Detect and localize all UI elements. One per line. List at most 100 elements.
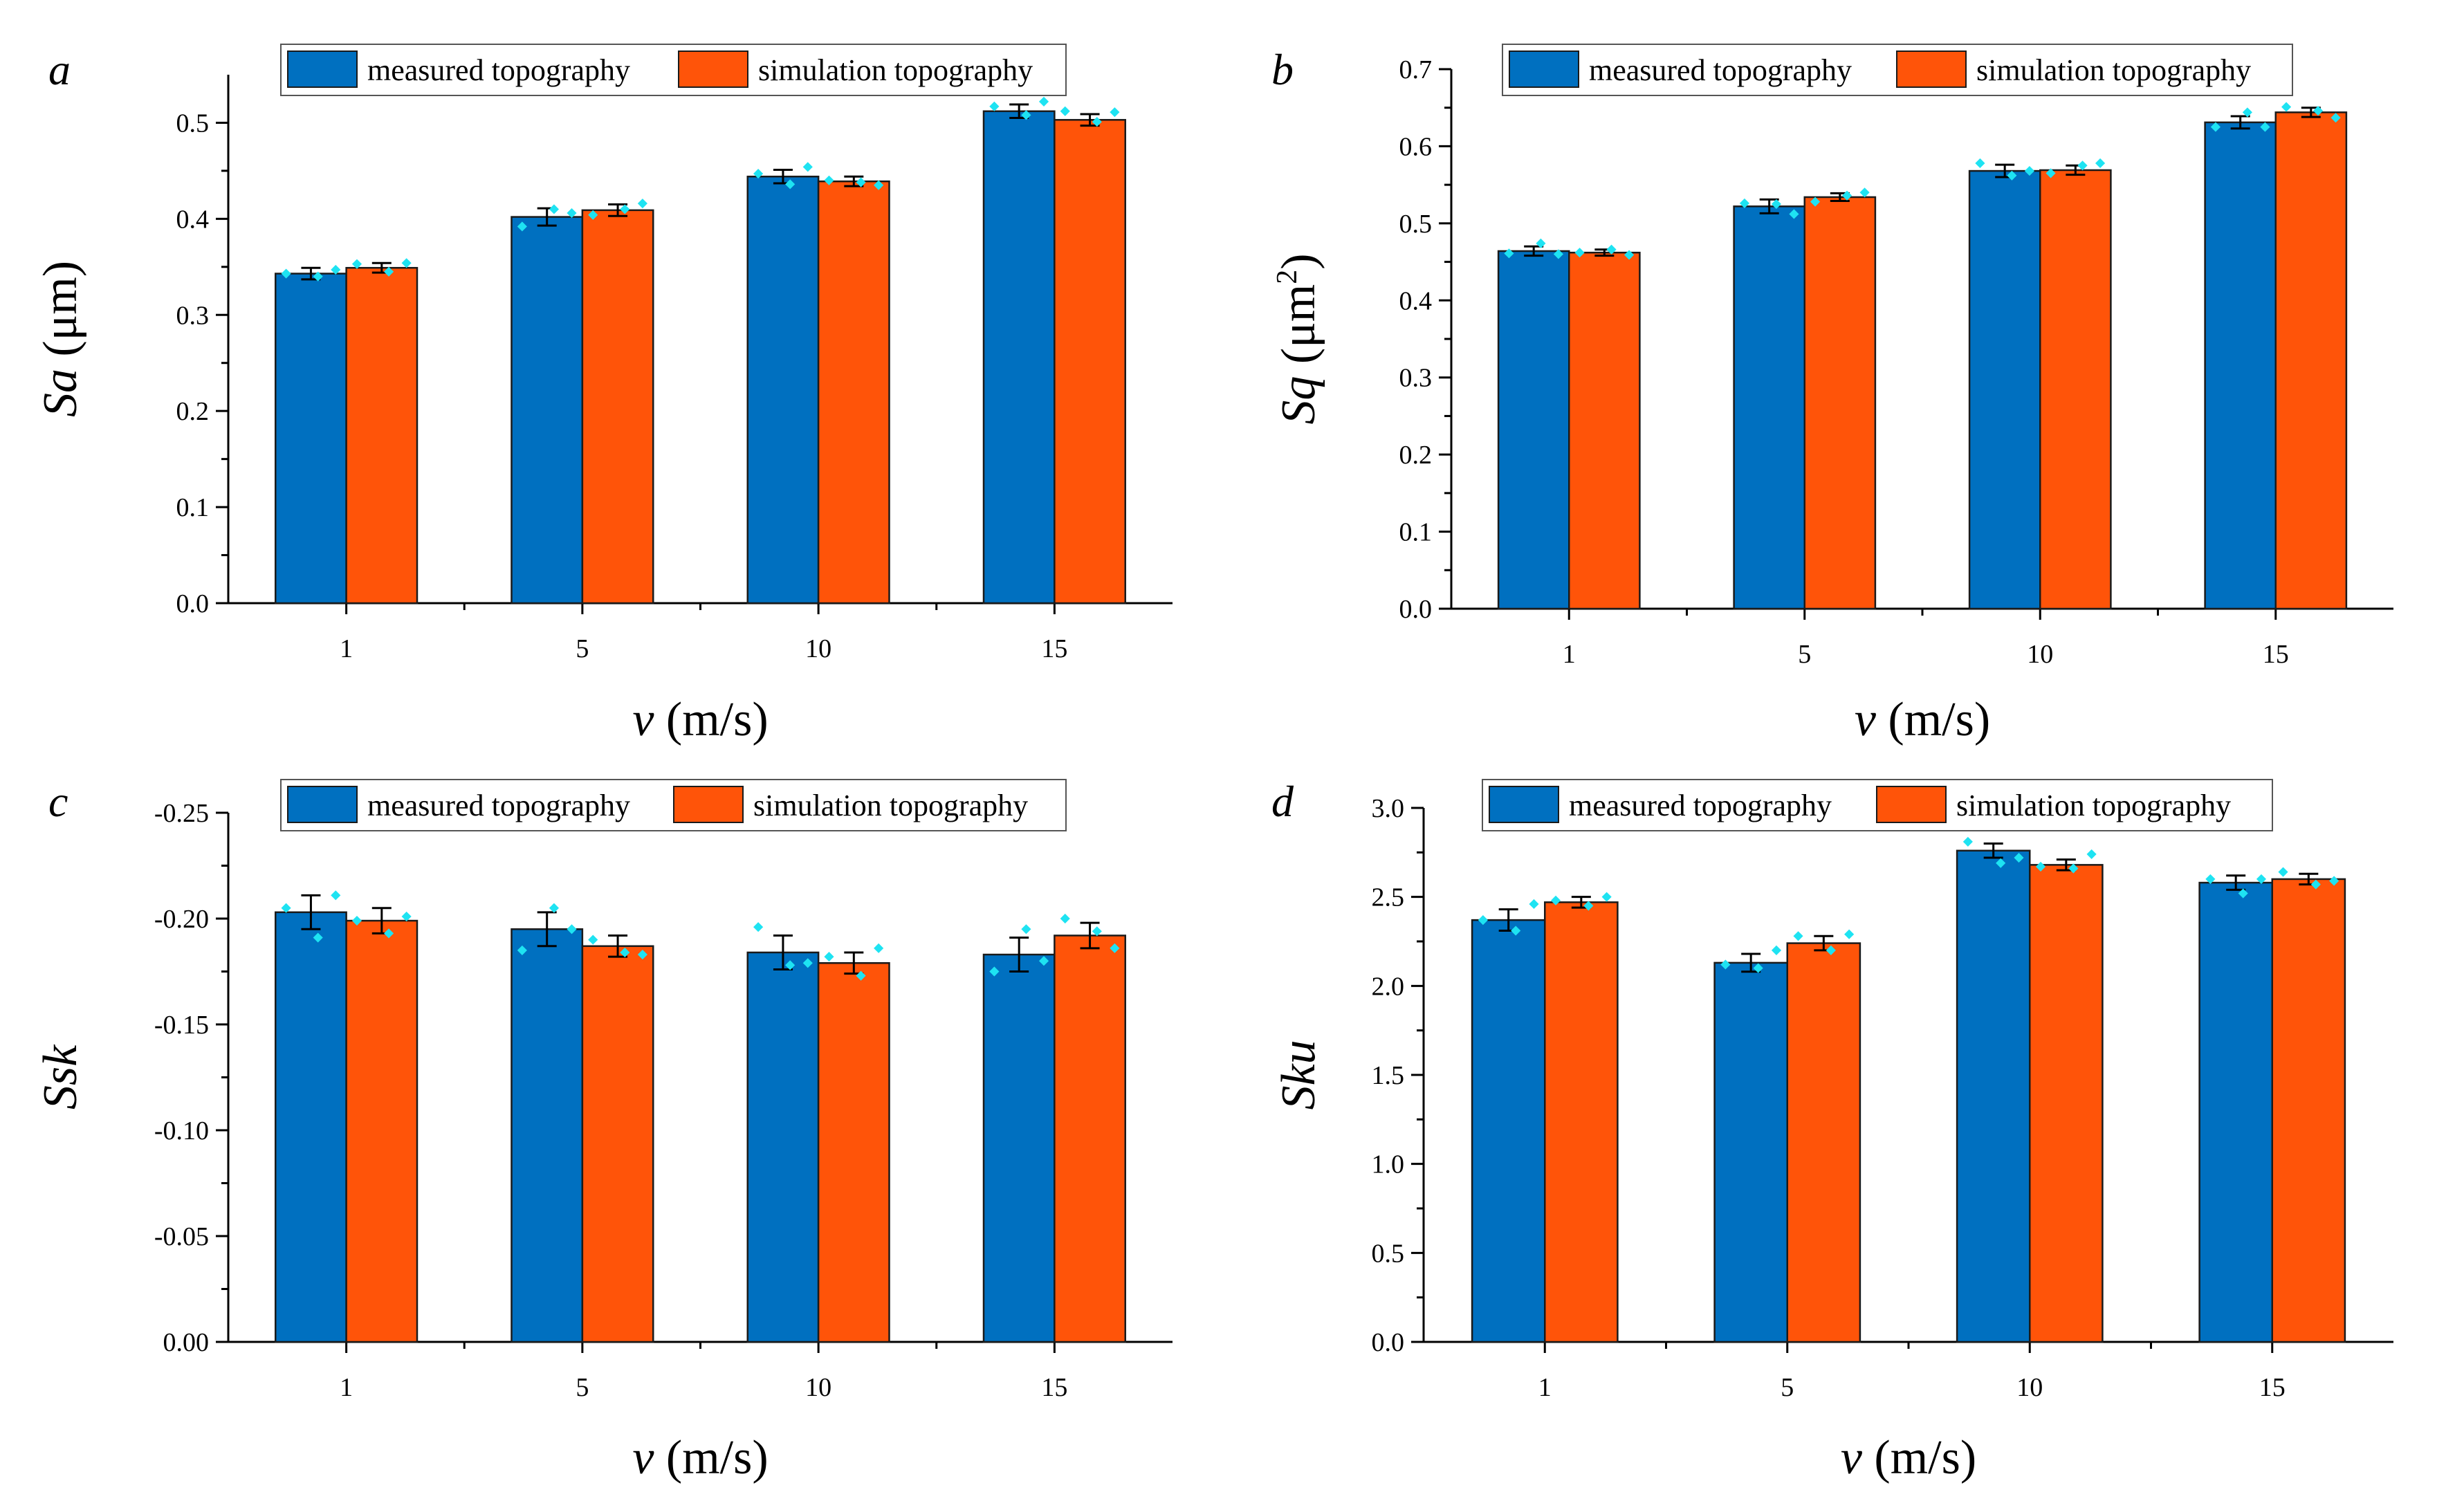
x-axis-title: v (m/s) bbox=[632, 1431, 768, 1484]
legend-box bbox=[280, 44, 1067, 96]
y-tick-label: 0.5 bbox=[176, 109, 210, 138]
data-point bbox=[620, 947, 630, 958]
y-tick-label: 0.2 bbox=[176, 397, 210, 426]
bar-simulation-1 bbox=[345, 266, 419, 605]
data-point bbox=[1092, 926, 1102, 937]
data-point bbox=[588, 210, 598, 220]
data-point bbox=[824, 175, 834, 185]
x-tick-label: 10 bbox=[805, 1373, 831, 1402]
y-tick-label: 2.5 bbox=[1372, 883, 1405, 912]
y-tick-label: 0.0 bbox=[1399, 595, 1433, 624]
data-point bbox=[2281, 102, 2292, 112]
data-point bbox=[753, 169, 764, 179]
y-tick-label: -0.05 bbox=[154, 1222, 209, 1251]
data-point bbox=[313, 271, 323, 282]
y-tick-label: 0.00 bbox=[163, 1328, 210, 1357]
data-point bbox=[567, 924, 577, 934]
legend-swatch-simulation bbox=[678, 50, 748, 88]
data-point bbox=[2077, 160, 2088, 171]
bar-measured-15 bbox=[2204, 121, 2277, 610]
y-axis-title: Sq (μm2) bbox=[1271, 253, 1325, 424]
data-point bbox=[549, 903, 559, 913]
data-point bbox=[785, 179, 796, 190]
legend-swatch-measured bbox=[287, 786, 358, 823]
data-point bbox=[989, 966, 1000, 977]
data-point bbox=[401, 911, 412, 922]
bar-measured-10 bbox=[1968, 169, 2041, 610]
bar-simulation-15 bbox=[2274, 111, 2348, 610]
y-tick-label: 1.0 bbox=[1372, 1150, 1405, 1179]
legend-swatch-measured bbox=[1489, 786, 1559, 823]
x-tick-label: 5 bbox=[1781, 1373, 1794, 1402]
x-axis-title: v (m/s) bbox=[632, 693, 768, 746]
y-tick-label: 0.0 bbox=[1372, 1328, 1405, 1357]
legend-label-simulation: simulation topography bbox=[1976, 53, 2251, 87]
data-point bbox=[856, 177, 866, 187]
y-tick-label: 0.5 bbox=[1372, 1239, 1405, 1268]
data-point bbox=[1975, 158, 1985, 169]
y-tick-label: 0.2 bbox=[1399, 441, 1433, 470]
data-point bbox=[281, 903, 291, 913]
x-tick-label: 5 bbox=[576, 1373, 589, 1402]
legend-label-measured: measured topography bbox=[367, 789, 630, 822]
data-point bbox=[1038, 96, 1049, 107]
legend-swatch-simulation bbox=[673, 786, 744, 823]
x-tick-label: 1 bbox=[340, 1373, 353, 1402]
bar-measured-1 bbox=[1471, 919, 1546, 1343]
data-point bbox=[351, 915, 362, 926]
data-point bbox=[785, 960, 796, 970]
bar-simulation-10 bbox=[817, 962, 890, 1343]
bar-simulation-5 bbox=[581, 945, 654, 1343]
data-point bbox=[1092, 116, 1102, 127]
data-point bbox=[383, 266, 394, 277]
y-tick-label: 0.4 bbox=[1399, 286, 1433, 315]
data-point bbox=[874, 180, 884, 190]
data-point bbox=[1529, 899, 1539, 910]
data-point bbox=[1038, 956, 1049, 966]
data-point bbox=[351, 259, 362, 269]
data-point bbox=[588, 934, 598, 945]
data-point bbox=[989, 101, 1000, 111]
panel-letter-c: c bbox=[48, 777, 68, 826]
bar-simulation-15 bbox=[1054, 119, 1126, 605]
data-point bbox=[620, 204, 630, 214]
bar-simulation-15 bbox=[2271, 878, 2346, 1343]
data-point bbox=[824, 952, 834, 962]
legend-label-measured: measured topography bbox=[1569, 789, 1832, 822]
y-tick-label: 2.0 bbox=[1372, 972, 1405, 1001]
data-point bbox=[874, 943, 884, 953]
legend-swatch-measured bbox=[287, 50, 358, 88]
x-tick-label: 15 bbox=[1041, 1373, 1067, 1402]
data-point bbox=[331, 890, 341, 901]
panel-letter-a: a bbox=[48, 45, 71, 94]
data-point bbox=[1793, 931, 1803, 941]
data-point bbox=[517, 221, 527, 232]
y-axis-title: Sku bbox=[1272, 1040, 1325, 1109]
bar-simulation-1 bbox=[1544, 901, 1619, 1343]
legend-label-simulation: simulation topography bbox=[1956, 789, 2231, 822]
data-point bbox=[401, 258, 412, 268]
y-tick-label: 0.3 bbox=[1399, 364, 1433, 393]
x-axis-title: v (m/s) bbox=[1855, 693, 1990, 746]
bar-measured-1 bbox=[1497, 250, 1570, 610]
data-point bbox=[549, 204, 559, 214]
y-tick-label: 1.5 bbox=[1372, 1061, 1405, 1090]
bar-measured-1 bbox=[275, 911, 347, 1343]
y-tick-label: 0.5 bbox=[1399, 210, 1433, 239]
y-axis-title: Ssk bbox=[34, 1044, 87, 1109]
x-tick-label: 1 bbox=[340, 634, 353, 663]
panel-letter-b: b bbox=[1271, 45, 1294, 94]
bar-simulation-10 bbox=[2039, 169, 2112, 610]
bar-simulation-1 bbox=[345, 919, 419, 1343]
data-point bbox=[1110, 107, 1120, 118]
y-tick-label: -0.20 bbox=[154, 905, 209, 934]
data-point bbox=[753, 922, 764, 932]
data-point bbox=[331, 264, 341, 275]
y-tick-label: 0.6 bbox=[1399, 132, 1433, 161]
data-point bbox=[637, 949, 647, 960]
legend-label-simulation: simulation topography bbox=[758, 53, 1033, 87]
x-tick-label: 15 bbox=[2263, 640, 2289, 669]
